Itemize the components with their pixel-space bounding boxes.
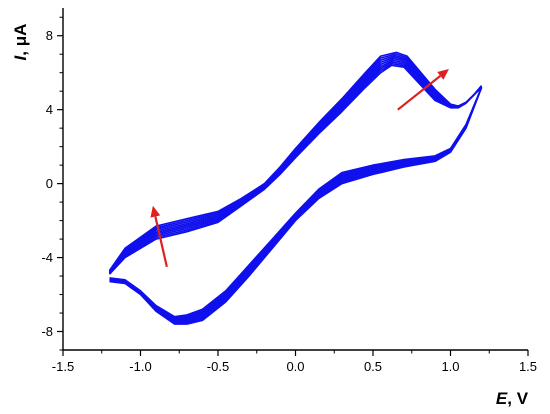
forward-sweep-cycle-2: [108, 62, 483, 275]
reverse-sweep-cycle-2: [109, 87, 483, 324]
reverse-sweep-cycle-4: [109, 87, 483, 323]
forward-sweep-cycle-1: [108, 64, 483, 275]
reverse-sweep-cycle-3: [109, 87, 483, 324]
y-tick-label: 0: [46, 176, 53, 191]
forward-sweep-cycle-4: [108, 59, 483, 274]
y-tick-label: -8: [41, 324, 53, 339]
y-tick-label: 8: [46, 28, 53, 43]
reverse-sweep-cycle-5: [109, 87, 483, 322]
reverse-sweep-cycle-9: [109, 87, 483, 318]
reverse-sweep-cycle-6: [109, 87, 483, 321]
y-axis-ticks: -8 -4 0 4 8: [41, 16, 63, 351]
y-tick-label: 4: [46, 102, 53, 117]
x-tick-label: 0.0: [286, 359, 304, 374]
x-axis-title: E, V: [496, 389, 529, 408]
direction-arrow-shaft-1: [397, 74, 442, 111]
reverse-sweep-cycle-7: [109, 87, 483, 320]
series-group: [108, 51, 483, 325]
x-tick-label: 1.0: [441, 359, 459, 374]
axes-frame: [62, 8, 528, 351]
reverse-sweep-cycle-8: [109, 87, 483, 319]
arrow-group: [150, 69, 449, 268]
direction-arrow-head-1: [437, 69, 449, 80]
direction-arrow-shaft-2: [154, 216, 168, 268]
forward-sweep-cycle-3: [108, 61, 483, 274]
reverse-sweep-cycle-1: [109, 87, 483, 325]
x-axis-ticks: -1.5 -1.0 -0.5 0.0 0.5 1.0 1.5: [52, 350, 537, 374]
x-tick-label: 1.5: [519, 359, 537, 374]
x-tick-label: -0.5: [207, 359, 229, 374]
y-tick-label: -4: [41, 250, 53, 265]
x-tick-label: -1.0: [129, 359, 151, 374]
x-tick-label: -1.5: [52, 359, 74, 374]
x-tick-label: 0.5: [364, 359, 382, 374]
direction-arrow-head-2: [150, 205, 161, 218]
forward-sweep-cycle-9: [108, 51, 483, 271]
y-axis-title: I, μA: [11, 24, 30, 61]
